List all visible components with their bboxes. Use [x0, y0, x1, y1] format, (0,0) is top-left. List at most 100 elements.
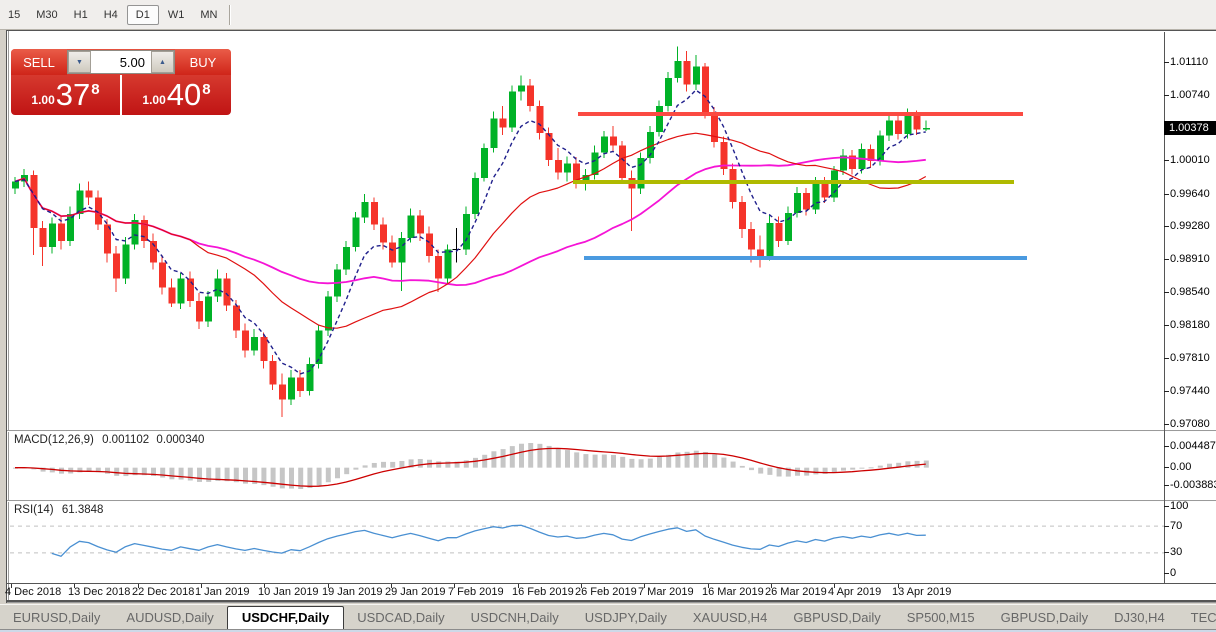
pane-divider[interactable] [7, 430, 1216, 432]
chart-tab-dj30-h4[interactable]: DJ30,H4 [1114, 610, 1165, 625]
timeframe-button-w1[interactable]: W1 [167, 8, 185, 21]
chart-tab-gbpusd-daily[interactable]: GBPUSD,Daily [1000, 610, 1089, 625]
volume-input[interactable] [91, 51, 151, 73]
sell-price[interactable]: 1.00 37 8 [11, 75, 122, 115]
buy-price[interactable]: 1.00 40 8 [122, 75, 231, 115]
volume-increase-button[interactable]: ▲ [151, 51, 174, 73]
date-axis-label: 10 Jan 2019 [258, 586, 319, 598]
price-axis-tick [1164, 391, 1169, 393]
chart-tab-usdcnh-daily[interactable]: USDCNH,Daily [470, 610, 559, 625]
buy-price-main: 40 [166, 77, 202, 112]
price-axis-tick [1164, 94, 1169, 96]
date-axis-tick [771, 584, 772, 588]
sell-price-main: 37 [55, 77, 91, 112]
sell-price-prefix: 1.00 [31, 93, 55, 107]
chevron-down-icon: ▼ [76, 58, 83, 66]
volume-decrease-button[interactable]: ▼ [68, 51, 91, 73]
chart-tab-eurusd-daily[interactable]: EURUSD,Daily [13, 610, 101, 625]
date-axis-label: 13 Apr 2019 [892, 586, 952, 598]
pane-divider[interactable] [7, 500, 1216, 502]
chart-tab-sp500-m15[interactable]: SP500,M15 [906, 610, 975, 625]
macd-axis-tick [1164, 445, 1169, 447]
date-axis-label: 1 Jan 2019 [195, 586, 250, 598]
chart-tab-usdchf-daily[interactable]: USDCHF,Daily [226, 606, 345, 630]
price-axis-label: 0.97440 [1170, 385, 1210, 398]
price-axis-label: 1.00010 [1170, 154, 1210, 167]
macd-pane-canvas[interactable] [10, 432, 1164, 500]
macd-axis-label: -0.003883 [1170, 478, 1216, 491]
date-axis-tick [581, 584, 582, 588]
sell-price-pip: 8 [91, 80, 100, 98]
date-axis-label: 13 Dec 2018 [68, 586, 131, 598]
date-axis-tick [454, 584, 455, 588]
date-axis-tick [644, 584, 645, 588]
price-axis-label: 1.00740 [1170, 88, 1210, 101]
timeframe-button-mn[interactable]: MN [200, 8, 218, 21]
timeframe-button-d1[interactable]: D1 [126, 4, 159, 25]
macd-main-value: 0.001102 [102, 434, 150, 446]
chart-window: ▲ USDCHF,Daily 1.00387 1.00456 1.00341 1… [5, 30, 1216, 603]
chart-tab-xauusd-h4[interactable]: XAUUSD,H4 [692, 610, 768, 625]
price-axis-tick [1164, 259, 1169, 261]
rsi-axis-tick [1164, 552, 1169, 554]
date-axis-tick [391, 584, 392, 588]
date-axis-label: 26 Mar 2019 [765, 586, 827, 598]
macd-axis-tick [1164, 467, 1169, 469]
chart-tab-gbpusd-daily[interactable]: GBPUSD,Daily [793, 610, 881, 625]
sell-button[interactable]: SELL [11, 49, 67, 75]
date-axis-tick [11, 584, 12, 588]
price-axis-tick [1164, 357, 1169, 359]
timeframe-button-m30[interactable]: M30 [36, 8, 58, 21]
price-axis-label: 0.99280 [1170, 219, 1210, 232]
date-axis-tick [328, 584, 329, 588]
one-click-trading-panel: SELL ▼ ▲ BUY 1.00 37 8 1.00 40 8 [11, 49, 231, 115]
date-axis-label: 16 Mar 2019 [702, 586, 764, 598]
timeframe-toolbar: 15 M30 H1 H4 D1 W1 MN [0, 0, 1216, 30]
price-axis-tick [1164, 160, 1169, 162]
rsi-axis-tick [1164, 572, 1169, 574]
price-axis-label: 0.97810 [1170, 351, 1210, 364]
date-axis-label: 4 Apr 2019 [828, 586, 882, 598]
rsi-value: 61.3848 [61, 504, 104, 516]
date-axis-tick [264, 584, 265, 588]
rsi-pane-canvas[interactable] [10, 502, 1164, 583]
macd-axis-tick [1164, 484, 1169, 486]
date-axis-tick [708, 584, 709, 588]
rsi-axis-label: 70 [1170, 519, 1183, 532]
date-axis-tick [518, 584, 519, 588]
date-axis-label: 22 Dec 2018 [132, 586, 195, 598]
date-axis-label: 19 Jan 2019 [322, 586, 383, 598]
macd-signal-value: 0.000340 [156, 434, 205, 446]
price-axis-label: 0.97080 [1170, 417, 1210, 430]
macd-indicator-label: MACD(12,26,9) 0.001102 0.000340 [14, 434, 205, 446]
date-axis-label: 7 Mar 2019 [638, 586, 694, 598]
chart-tab-audusd-daily[interactable]: AUDUSD,Daily [126, 610, 214, 625]
price-axis-border [1164, 32, 1165, 583]
chart-window-bottom-border [7, 600, 1216, 603]
date-axis-label: 26 Feb 2019 [575, 586, 637, 598]
price-axis-tick [1164, 324, 1169, 326]
buy-price-pip: 8 [202, 80, 211, 98]
timeframe-button-h1[interactable]: H1 [73, 8, 88, 21]
rsi-axis-label: 100 [1170, 499, 1189, 512]
macd-axis-label: 0.00 [1170, 461, 1192, 474]
buy-button[interactable]: BUY [175, 49, 231, 75]
price-axis-tick [1164, 61, 1169, 63]
chart-tab-usdjpy-daily[interactable]: USDJPY,Daily [584, 610, 667, 625]
date-axis-tick [201, 584, 202, 588]
price-axis-tick [1164, 193, 1169, 195]
price-axis-label: 0.98540 [1170, 286, 1210, 299]
macd-axis-label: 0.004487 [1170, 439, 1216, 452]
chart-tab-usdcad-daily[interactable]: USDCAD,Daily [357, 610, 445, 625]
date-axis-tick [74, 584, 75, 588]
chart-window-top-border [7, 30, 1216, 31]
chart-tab-tech100-h1[interactable]: TECH100,H1 [1190, 610, 1216, 625]
price-axis-label: 0.98910 [1170, 253, 1210, 266]
timeframe-button-15[interactable]: 15 [8, 8, 21, 21]
volume-box: ▼ ▲ [67, 50, 175, 74]
timeframe-button-h4[interactable]: H4 [103, 8, 118, 21]
rsi-axis-tick [1164, 525, 1169, 527]
toolbar-separator [229, 4, 232, 25]
price-axis-tick [1164, 225, 1169, 227]
